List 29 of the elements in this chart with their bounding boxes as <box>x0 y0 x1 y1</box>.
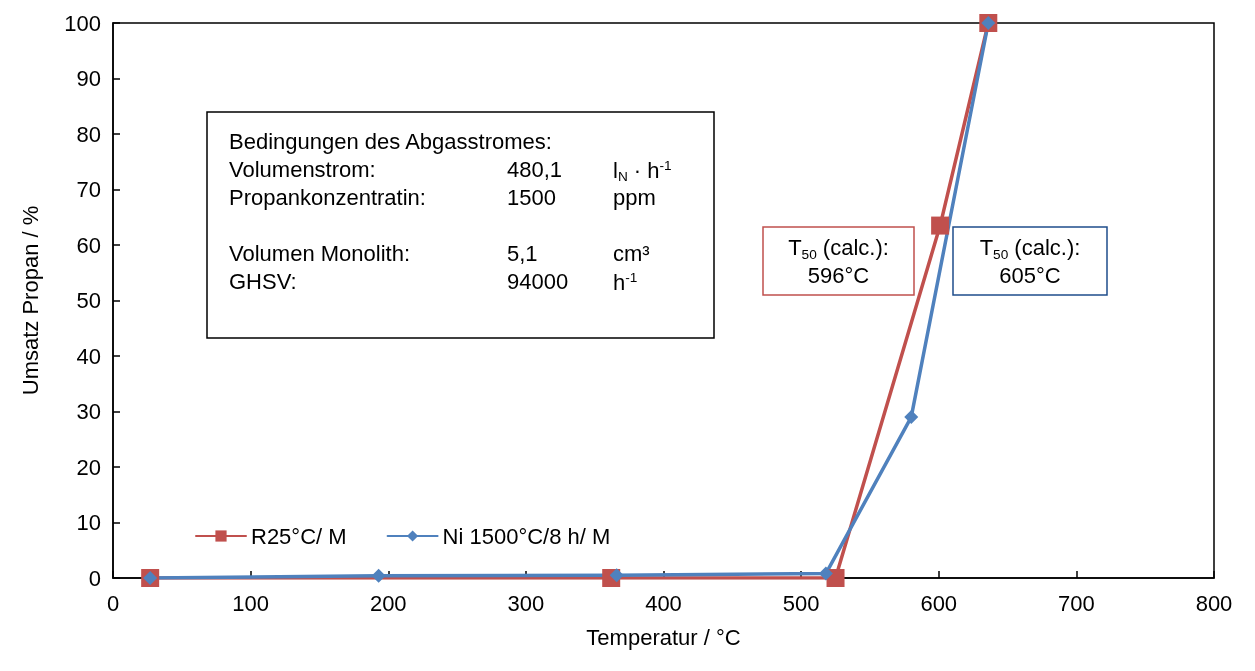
x-tick-label: 300 <box>507 590 545 616</box>
x-axis-title: Temperatur / °C <box>586 624 741 650</box>
x-tick-label: 100 <box>232 590 269 616</box>
x-tick-label: 600 <box>920 590 958 616</box>
y-tick-label: 0 <box>88 565 101 591</box>
point <box>931 216 950 235</box>
y-tick-label: 90 <box>76 66 101 91</box>
x-tick-label: 200 <box>369 590 407 616</box>
y-tick-label: 30 <box>76 399 101 424</box>
y-tick-label: 50 <box>76 288 101 313</box>
y-axis-title: Umsatz Propan / % <box>17 205 43 396</box>
y-tick-label: 20 <box>76 454 101 480</box>
y-tick-label: 70 <box>76 177 101 202</box>
point <box>609 568 624 583</box>
y-tick-label: 80 <box>76 121 101 147</box>
y-tick-label: 40 <box>76 343 101 369</box>
x-tick-label: 400 <box>645 590 682 616</box>
y-tick-label: 100 <box>64 10 101 36</box>
point <box>904 410 919 425</box>
point <box>818 566 833 581</box>
y-tick-label: 60 <box>76 232 101 258</box>
x-tick-label: 0 <box>106 590 120 616</box>
y-tick-label: 10 <box>76 510 101 535</box>
legend-label: R25°C/ M <box>251 523 347 549</box>
x-tick-label: 800 <box>1195 590 1233 616</box>
point <box>371 568 386 583</box>
x-tick-label: 500 <box>782 590 820 616</box>
x-tick-label: 700 <box>1058 590 1095 616</box>
legend-label: Ni 1500°C/8 h/ M <box>442 523 611 549</box>
